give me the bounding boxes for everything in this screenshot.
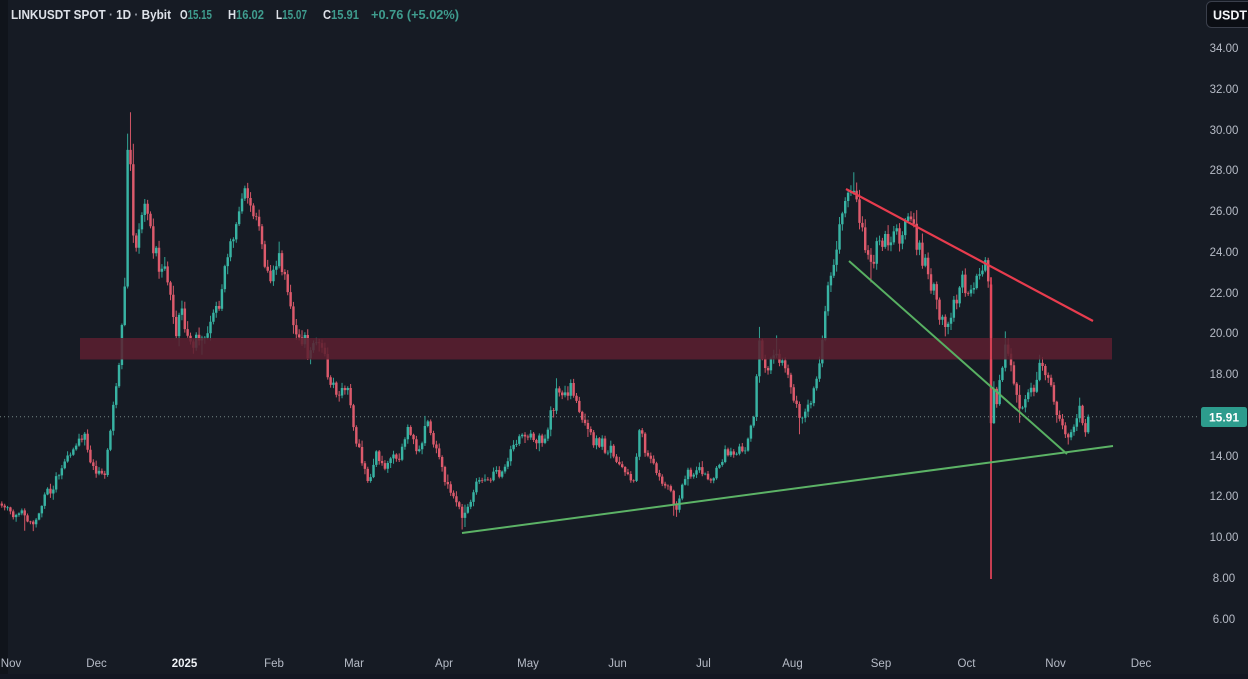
svg-text:20.00: 20.00 xyxy=(1210,328,1239,340)
svg-text:+0.76 (+5.02%): +0.76 (+5.02%) xyxy=(371,7,459,22)
svg-text:C15.91: C15.91 xyxy=(323,7,359,22)
svg-text:Nov: Nov xyxy=(1045,658,1066,670)
svg-text:Mar: Mar xyxy=(344,658,364,670)
svg-text:6.00: 6.00 xyxy=(1213,614,1235,626)
svg-text:10.00: 10.00 xyxy=(1210,532,1239,544)
svg-text:O15.15: O15.15 xyxy=(180,7,212,22)
svg-text:22.00: 22.00 xyxy=(1210,288,1239,300)
svg-text:L15.07: L15.07 xyxy=(276,7,307,22)
svg-text:Dec: Dec xyxy=(86,658,107,670)
svg-text:Jun: Jun xyxy=(608,658,627,670)
svg-text:H16.02: H16.02 xyxy=(228,7,264,22)
svg-text:LINKUSDT SPOT · 1D · Bybit: LINKUSDT SPOT · 1D · Bybit xyxy=(11,7,172,22)
svg-text:18.00: 18.00 xyxy=(1210,369,1239,381)
svg-text:34.00: 34.00 xyxy=(1210,43,1239,55)
svg-text:26.00: 26.00 xyxy=(1210,206,1239,218)
svg-text:Oct: Oct xyxy=(958,658,977,670)
svg-text:Nov: Nov xyxy=(1,658,22,670)
svg-text:24.00: 24.00 xyxy=(1210,247,1239,259)
svg-text:14.00: 14.00 xyxy=(1210,451,1239,463)
svg-text:Feb: Feb xyxy=(264,658,284,670)
svg-text:12.00: 12.00 xyxy=(1210,491,1239,503)
svg-text:32.00: 32.00 xyxy=(1210,84,1239,96)
svg-text:Aug: Aug xyxy=(782,658,802,670)
svg-text:8.00: 8.00 xyxy=(1213,573,1235,585)
svg-text:Sep: Sep xyxy=(871,658,891,670)
svg-text:15.91: 15.91 xyxy=(1209,411,1239,425)
svg-text:Dec: Dec xyxy=(1131,658,1152,670)
svg-text:May: May xyxy=(517,658,539,670)
svg-text:30.00: 30.00 xyxy=(1210,125,1239,137)
svg-text:2025: 2025 xyxy=(172,658,198,670)
svg-text:USDT: USDT xyxy=(1213,9,1247,23)
svg-text:Apr: Apr xyxy=(435,658,453,670)
svg-text:28.00: 28.00 xyxy=(1210,165,1239,177)
svg-text:Jul: Jul xyxy=(696,658,711,670)
